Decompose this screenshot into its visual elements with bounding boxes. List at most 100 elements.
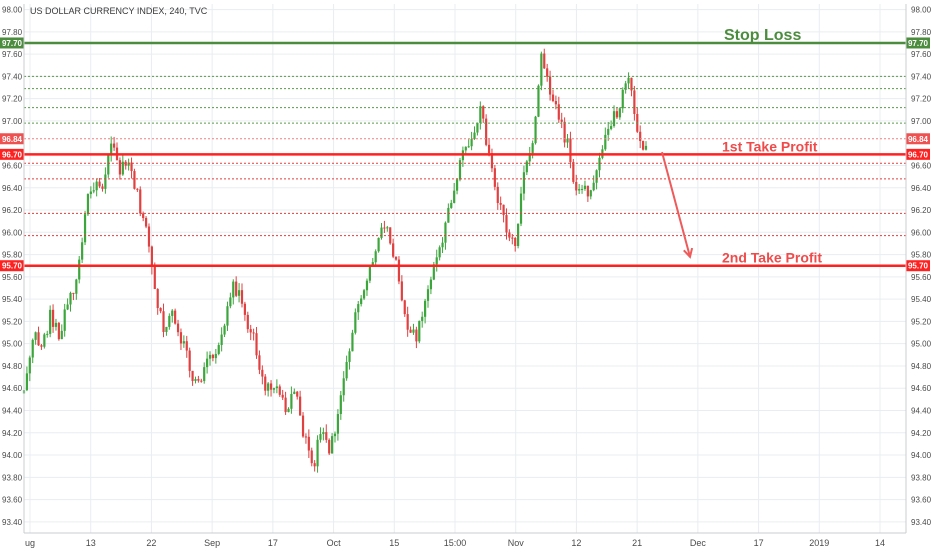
candle-body	[49, 309, 52, 334]
y-tick-label-left: 97.60	[2, 50, 23, 59]
candle-body	[511, 237, 514, 239]
x-tick-label: 17	[268, 538, 278, 548]
candle-body	[540, 53, 543, 86]
y-tick-label-right: 96.40	[911, 184, 932, 193]
candle-body	[435, 257, 438, 265]
y-tick-label-right: 97.40	[911, 72, 932, 81]
y-tick-label-right: 95.60	[911, 273, 932, 282]
y-tick-label-right: 95.80	[911, 251, 932, 260]
candle-body	[400, 281, 403, 301]
candle-body	[563, 121, 566, 143]
price-tag-left	[0, 133, 24, 145]
candle-body	[37, 332, 40, 346]
candle-body	[641, 141, 645, 150]
candle-body	[104, 174, 107, 189]
y-tick-label-left: 95.40	[2, 295, 23, 304]
candle-body	[83, 214, 87, 243]
candle-body	[43, 334, 46, 347]
candle-body	[304, 436, 308, 438]
candle-body	[418, 320, 421, 342]
candle-body	[589, 190, 592, 197]
candle-body	[493, 168, 496, 187]
candle-body	[46, 333, 49, 335]
candle-body	[429, 279, 433, 290]
y-tick-label-left: 94.00	[2, 451, 23, 460]
y-tick-label-right: 96.00	[911, 228, 932, 237]
candle-body	[142, 213, 145, 219]
candle-body	[223, 325, 226, 335]
candle-body	[220, 334, 223, 346]
candle-body	[40, 345, 43, 347]
candle-body	[583, 185, 587, 190]
candle-body	[618, 108, 621, 118]
candle-body	[133, 171, 136, 189]
candle-body	[485, 118, 488, 145]
candle-body	[243, 303, 246, 315]
candle-body	[476, 122, 479, 133]
candle-body	[386, 227, 389, 229]
price-tag-left	[0, 37, 24, 49]
price-tag-text: 97.70	[2, 39, 23, 48]
candle-body	[543, 53, 546, 69]
candle-body	[342, 378, 345, 396]
candle-body	[287, 408, 290, 413]
y-tick-label-left: 94.40	[2, 406, 23, 415]
candle-body	[612, 111, 616, 127]
candle-body	[490, 153, 494, 169]
candle-body	[458, 160, 462, 180]
candle-body	[284, 397, 287, 413]
candle-body	[424, 300, 427, 317]
price-tag-text: 96.84	[2, 135, 23, 144]
y-tick-label-right: 97.00	[911, 117, 932, 126]
candle-body	[296, 391, 299, 397]
price-tag-left	[0, 260, 24, 272]
y-tick-label-right: 93.40	[911, 518, 932, 527]
x-tick-label: 22	[146, 538, 156, 548]
candle-body	[575, 181, 578, 191]
x-tick-label: Dec	[690, 538, 707, 548]
y-tick-label-left: 95.20	[2, 317, 23, 326]
candle-body	[607, 128, 610, 135]
y-tick-label-right: 94.00	[911, 451, 932, 460]
candle-body	[598, 157, 601, 171]
candle-body	[517, 223, 520, 247]
candle-body	[81, 242, 84, 260]
candle-body	[377, 237, 380, 252]
price-tag-right	[906, 260, 930, 272]
candle-body	[185, 341, 188, 351]
candle-body	[412, 329, 415, 333]
candle-body	[150, 246, 153, 267]
candle-body	[371, 262, 374, 266]
candle-body	[130, 162, 133, 172]
candle-body	[328, 439, 331, 454]
candle-body	[307, 436, 310, 451]
price-tag-text: 96.70	[2, 150, 23, 159]
candle-body	[194, 379, 197, 381]
candle-body	[264, 376, 267, 391]
candle-body	[444, 222, 447, 243]
grid-lines	[24, 4, 906, 533]
candle-body	[310, 450, 313, 464]
y-tick-label-right: 94.80	[911, 362, 932, 371]
candle-body	[269, 383, 273, 390]
candle-body	[470, 139, 473, 147]
candle-body	[121, 161, 124, 175]
candle-body	[383, 227, 386, 229]
candle-body	[188, 350, 191, 371]
y-tick-label-right: 97.80	[911, 28, 932, 37]
candle-body	[272, 388, 276, 390]
price-tag-right	[906, 148, 930, 160]
candle-body	[389, 227, 392, 244]
candle-body	[98, 181, 101, 187]
candle-body	[403, 300, 406, 315]
candle-body	[604, 134, 607, 150]
candle-body	[392, 243, 395, 257]
candle-body	[78, 259, 81, 280]
candle-body	[86, 194, 90, 215]
candle-body	[447, 207, 450, 223]
candle-body	[232, 281, 235, 298]
candle-body	[75, 279, 78, 294]
candle-body	[336, 414, 340, 434]
candle-body	[237, 290, 241, 296]
